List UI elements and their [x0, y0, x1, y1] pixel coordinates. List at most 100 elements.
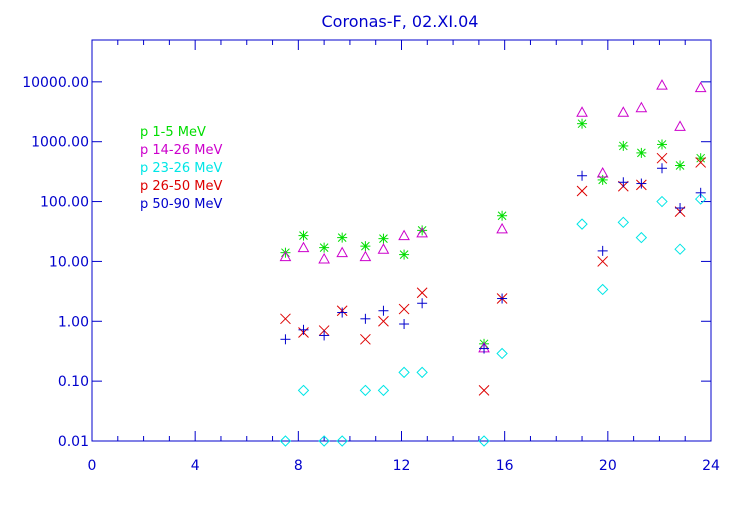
- data-point: [636, 147, 647, 158]
- data-point: [359, 250, 372, 262]
- data-point: [695, 187, 706, 198]
- data-point: [694, 193, 707, 205]
- data-point: [337, 232, 348, 243]
- data-point: [297, 384, 310, 397]
- data-point: [597, 245, 608, 256]
- data-point: [576, 218, 588, 230]
- data-point: [695, 153, 706, 164]
- data-point: [398, 303, 410, 315]
- legend: p 1-5 MeV p 14-26 MeV p 23-26 MeV p 26-50 M…: [140, 125, 223, 212]
- data-point: [618, 140, 629, 151]
- data-point: [636, 178, 647, 189]
- y-tick-label: 1.00: [58, 314, 89, 330]
- data-point: [656, 139, 667, 150]
- data-point: [298, 324, 309, 335]
- data-point: [398, 366, 410, 379]
- data-point: [478, 435, 490, 447]
- y-tick-label: 10.00: [49, 254, 89, 270]
- legend-entry: p 50-90 MeV: [140, 197, 223, 212]
- series-1: [279, 79, 707, 353]
- data-point: [377, 384, 390, 397]
- data-point: [656, 163, 667, 174]
- data-point: [596, 166, 609, 178]
- x-tick-label: 0: [88, 458, 97, 474]
- data-point: [695, 157, 707, 168]
- data-point: [319, 330, 330, 341]
- data-point: [497, 293, 508, 304]
- data-point: [360, 333, 371, 345]
- data-point: [497, 210, 508, 221]
- legend-entry: p 1-5 MeV: [140, 125, 206, 140]
- x-tick-label: 20: [599, 458, 617, 474]
- data-point: [336, 435, 348, 447]
- data-point: [576, 106, 588, 117]
- data-point: [656, 79, 668, 90]
- y-tick-label: 0.10: [58, 374, 89, 390]
- data-point: [478, 385, 490, 396]
- data-marks: [279, 79, 707, 447]
- data-point: [675, 203, 686, 214]
- data-point: [577, 170, 588, 181]
- data-point: [280, 313, 291, 325]
- x-tick-label: 16: [496, 458, 514, 474]
- data-point: [279, 250, 292, 262]
- data-point: [577, 118, 588, 129]
- data-point: [297, 241, 310, 253]
- data-point: [360, 313, 371, 324]
- data-point: [377, 243, 390, 254]
- series-3: [280, 152, 707, 396]
- data-point: [416, 366, 428, 379]
- plot-frame: [91, 39, 712, 442]
- data-point: [399, 319, 410, 330]
- data-point: [280, 334, 291, 345]
- data-point: [318, 435, 330, 447]
- chart-title: Coronas-F, 02.XI.04: [322, 12, 479, 31]
- data-point: [378, 233, 389, 244]
- y-tick-label: 1000.00: [31, 135, 89, 151]
- data-point: [656, 152, 668, 164]
- data-point: [398, 229, 410, 241]
- data-point: [359, 384, 372, 397]
- data-point: [635, 231, 648, 244]
- data-point: [596, 283, 609, 296]
- x-tick-label: 12: [393, 458, 411, 474]
- legend-entry: p 26-50 MeV: [140, 179, 223, 194]
- axes: [91, 39, 712, 442]
- data-point: [618, 177, 629, 188]
- data-point: [656, 195, 668, 208]
- legend-entry: p 23-26 MeV: [140, 161, 223, 176]
- data-point: [496, 222, 508, 234]
- data-point: [318, 252, 330, 264]
- data-point: [337, 307, 348, 318]
- x-tick-label: 24: [702, 458, 720, 474]
- data-point: [416, 226, 428, 238]
- data-point: [576, 185, 588, 197]
- y-tick-label: 10000.00: [22, 75, 89, 91]
- data-point: [675, 160, 686, 171]
- x-tick-label: 4: [191, 458, 200, 474]
- data-point: [597, 174, 608, 185]
- data-point: [399, 249, 410, 260]
- data-point: [496, 347, 508, 360]
- data-point: [617, 216, 630, 229]
- series-4: [280, 163, 706, 354]
- data-point: [694, 81, 707, 93]
- data-point: [479, 343, 490, 354]
- axis-ticks: 0 4 8 12 16 20 24 0.01 0.10 1.00 10.00 100.00 1000.0…: [22, 40, 720, 474]
- data-point: [279, 435, 292, 447]
- legend-entry: p 14-26 MeV: [140, 143, 223, 158]
- data-point: [336, 246, 349, 258]
- data-point: [298, 230, 309, 241]
- y-tick-label: 100.00: [40, 195, 89, 211]
- data-point: [674, 243, 686, 255]
- data-point: [416, 287, 428, 299]
- series-2: [279, 193, 707, 447]
- data-point: [617, 106, 630, 117]
- data-point: [597, 256, 609, 267]
- y-tick-label: 0.01: [58, 434, 89, 450]
- data-point: [674, 120, 686, 131]
- data-point: [417, 298, 428, 309]
- x-tick-label: 8: [294, 458, 303, 474]
- data-point: [319, 242, 330, 253]
